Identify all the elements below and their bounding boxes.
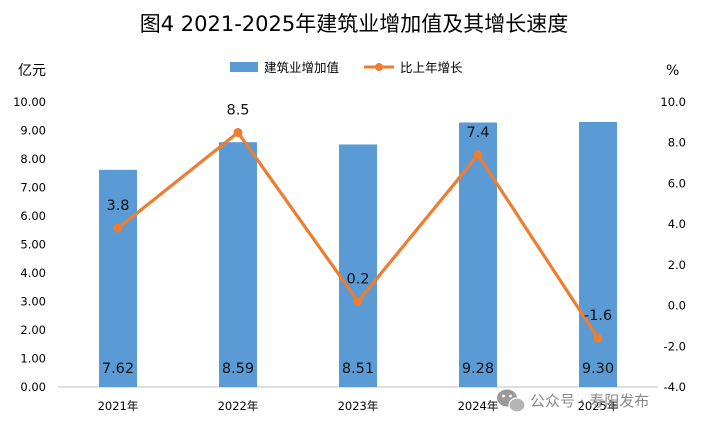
line-value-label: 3.8 [106,198,129,214]
bar [219,142,257,387]
bar-value-label: 9.30 [582,361,614,377]
legend: 建筑业增加值 比上年增长 [230,60,463,75]
bar [99,169,137,387]
right-tick-label: 4.0 [668,217,686,231]
left-tick-label: 0.00 [20,380,46,394]
watermark-text: 公众号 · 寿阳发布 [530,392,649,410]
line-point [113,223,123,233]
bar-value-label: 7.62 [102,361,134,377]
right-axis-unit: % [666,63,679,79]
legend-line-label: 比上年增长 [400,60,463,75]
left-tick-label: 4.00 [20,266,46,280]
bar [579,121,617,387]
left-tick-label: 2.00 [20,323,46,337]
chart-title: 图4 2021-2025年建筑业增加值及其增长速度 [140,12,569,36]
bar [339,144,377,387]
x-tick-label: 2023年 [338,399,379,413]
left-axis-unit: 亿元 [18,63,46,79]
x-tick-label: 2022年 [218,399,259,413]
line-point [233,128,243,138]
right-tick-label: 6.0 [668,176,686,190]
bar [459,122,497,388]
left-tick-label: 10.00 [13,95,46,109]
left-tick-label: 6.00 [20,209,46,223]
left-tick-label: 9.00 [20,124,46,138]
legend-bar-label: 建筑业增加值 [264,60,339,75]
x-tick-label: 2025年 [578,399,619,413]
legend-line-marker [375,63,383,71]
bar-value-label: 9.28 [462,361,494,377]
left-axis: 0.00 1.00 2.00 3.00 4.00 5.00 6.00 7.00 8.00 9.00… [13,95,46,394]
left-tick-label: 8.00 [20,152,46,166]
line-point [473,150,483,160]
line-value-label: 7.4 [466,125,489,141]
right-tick-label: 8.0 [668,136,686,150]
right-tick-label: 2.0 [668,258,686,272]
line-point [593,333,603,343]
left-tick-label: 5.00 [20,238,46,252]
x-axis: 2021年 2022年 2023年 2024年 2025年 [98,399,619,413]
right-tick-label: 0.0 [668,299,686,313]
left-tick-label: 7.00 [20,181,46,195]
x-tick-label: 2021年 [98,399,139,413]
bar-value-label: 8.59 [222,361,254,377]
left-tick-label: 1.00 [20,352,46,366]
line-series: 3.8 8.5 0.2 7.4 -1.6 [106,103,612,343]
line-value-label: 8.5 [226,103,249,119]
wechat-icon [497,389,526,413]
right-axis: -4.0 -2.0 0.0 2.0 4.0 6.0 8.0 10.0 [660,95,686,394]
x-tick-label: 2024年 [458,399,499,413]
line-point [353,297,363,306]
bar-series: 7.62 8.59 8.51 9.28 9.30 [99,121,617,388]
right-tick-label: -2.0 [664,339,686,353]
line-value-label: 0.2 [346,272,369,288]
line-value-label: -1.6 [584,308,612,324]
right-tick-label: 10.0 [660,95,686,109]
legend-bar-swatch [230,62,258,72]
right-tick-label: -4.0 [664,380,686,394]
bar-value-label: 8.51 [342,361,374,377]
left-tick-label: 3.00 [20,295,46,309]
watermark: 公众号 · 寿阳发布 [497,389,649,413]
